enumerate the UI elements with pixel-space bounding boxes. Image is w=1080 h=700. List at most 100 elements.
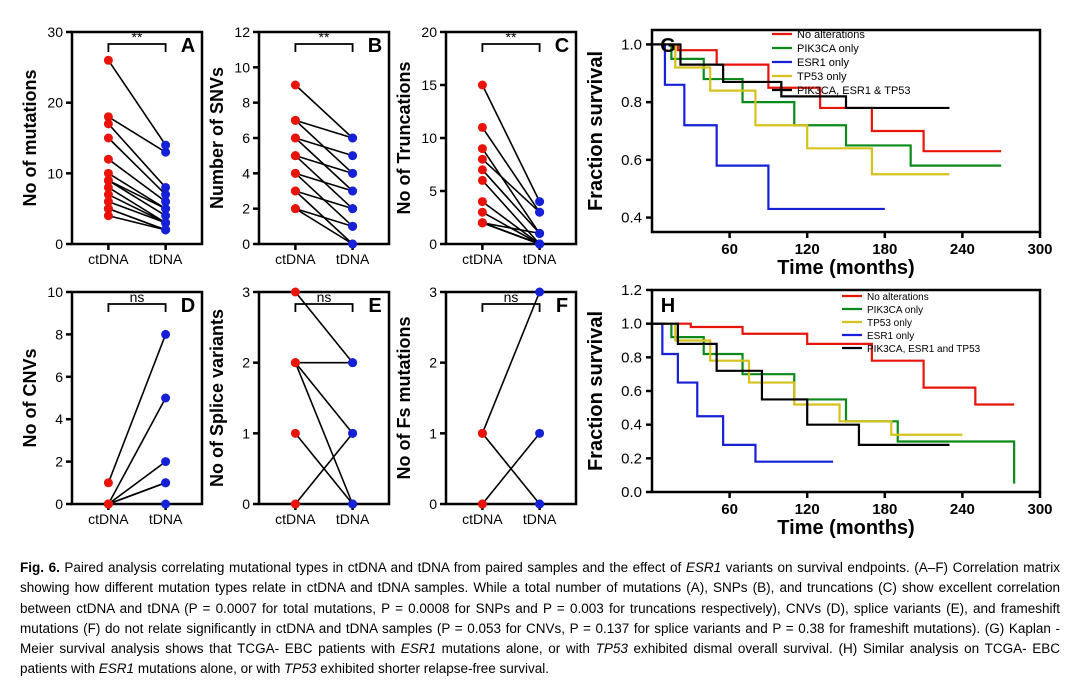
caption-t4: mutations alone, or with	[134, 661, 284, 676]
panel-A: 0102030ctDNAtDNA**No of mutationsA	[20, 20, 207, 280]
svg-text:2: 2	[242, 201, 250, 217]
caption-t2: mutations alone, or with	[436, 641, 596, 656]
svg-text:No alterations: No alterations	[797, 29, 865, 41]
svg-text:0.2: 0.2	[621, 450, 642, 467]
svg-text:0: 0	[242, 496, 250, 512]
svg-text:tDNA: tDNA	[523, 251, 557, 267]
svg-text:tDNA: tDNA	[336, 511, 370, 527]
svg-text:0.4: 0.4	[621, 210, 642, 227]
svg-text:Number of SNVs: Number of SNVs	[207, 67, 227, 209]
svg-text:**: **	[132, 29, 143, 45]
caption-t5: exhibited shorter relapse-free survival.	[316, 661, 549, 676]
svg-text:0: 0	[430, 496, 438, 512]
svg-text:PIK3CA, ESR1 and TP53: PIK3CA, ESR1 and TP53	[867, 344, 981, 355]
svg-text:240: 240	[949, 501, 974, 518]
svg-text:1.2: 1.2	[621, 282, 642, 299]
svg-text:60: 60	[721, 501, 738, 518]
svg-text:ns: ns	[130, 289, 145, 305]
caption-i4: TP53	[284, 661, 316, 676]
svg-text:F: F	[556, 295, 568, 317]
svg-text:1: 1	[242, 425, 250, 441]
svg-text:C: C	[555, 35, 569, 57]
svg-text:TP53 only: TP53 only	[867, 318, 912, 329]
svg-text:No of CNVs: No of CNVs	[20, 349, 40, 448]
svg-text:3: 3	[430, 284, 438, 300]
svg-text:Time (months): Time (months)	[777, 517, 914, 539]
svg-text:20: 20	[422, 24, 438, 40]
svg-text:ESR1 only: ESR1 only	[867, 331, 914, 342]
svg-text:3: 3	[242, 284, 250, 300]
svg-text:No of mutations: No of mutations	[20, 70, 40, 207]
panel-D: 0246810ctDNAtDNAnsNo of CNVsD	[20, 280, 207, 540]
svg-text:6: 6	[55, 369, 63, 385]
svg-text:2: 2	[242, 355, 250, 371]
svg-text:PIK3CA, ESR1 & TP53: PIK3CA, ESR1 & TP53	[797, 85, 911, 97]
svg-text:180: 180	[872, 501, 897, 518]
svg-text:A: A	[181, 35, 195, 57]
svg-text:ctDNA: ctDNA	[88, 511, 129, 527]
svg-text:ctDNA: ctDNA	[463, 251, 504, 267]
svg-text:60: 60	[721, 241, 738, 258]
svg-text:4: 4	[55, 411, 63, 427]
svg-text:ctDNA: ctDNA	[463, 511, 504, 527]
panel-B: 024681012ctDNAtDNA**Number of SNVsB	[207, 20, 394, 280]
svg-text:1.0: 1.0	[621, 316, 642, 333]
svg-text:No of Fs mutations: No of Fs mutations	[394, 317, 414, 480]
figure-grid: 0102030ctDNAtDNA**No of mutationsA 02468…	[20, 20, 1060, 540]
svg-text:10: 10	[235, 59, 251, 75]
svg-text:2: 2	[430, 355, 438, 371]
svg-text:5: 5	[430, 183, 438, 199]
svg-text:0.0: 0.0	[621, 484, 642, 501]
svg-text:ctDNA: ctDNA	[275, 511, 316, 527]
figure-caption: Fig. 6. Paired analysis correlating muta…	[20, 558, 1060, 680]
svg-text:tDNA: tDNA	[149, 511, 183, 527]
svg-text:ns: ns	[317, 289, 332, 305]
svg-text:12: 12	[235, 24, 251, 40]
svg-text:**: **	[506, 29, 517, 45]
caption-i1: ESR1	[401, 641, 436, 656]
svg-text:B: B	[368, 35, 382, 57]
panel-E: 0 1 2 3 ctDNA tDNA ns No of Splice variants E	[207, 280, 394, 540]
caption-i0: ESR1	[686, 560, 721, 575]
svg-text:10: 10	[47, 165, 63, 181]
svg-text:tDNA: tDNA	[149, 251, 183, 267]
caption-lead: Fig. 6.	[20, 560, 60, 575]
svg-text:Fraction survival: Fraction survival	[585, 51, 607, 211]
svg-text:120: 120	[794, 241, 819, 258]
svg-text:4: 4	[242, 165, 250, 181]
svg-text:0: 0	[55, 236, 63, 252]
svg-text:E: E	[369, 295, 382, 317]
svg-text:TP53 only: TP53 only	[797, 71, 847, 83]
svg-text:ctDNA: ctDNA	[275, 251, 316, 267]
svg-text:ESR1 only: ESR1 only	[797, 57, 849, 69]
svg-text:tDNA: tDNA	[523, 511, 557, 527]
svg-text:30: 30	[47, 24, 63, 40]
svg-text:No alterations: No alterations	[867, 292, 929, 303]
svg-text:0.4: 0.4	[621, 417, 642, 434]
svg-text:No of Splice variants: No of Splice variants	[207, 309, 227, 487]
svg-text:D: D	[181, 295, 195, 317]
svg-text:0.6: 0.6	[621, 152, 642, 169]
svg-text:0.6: 0.6	[621, 383, 642, 400]
panel-F: 0 1 2 3 ctDNA tDNA ns No of Fs mutations F	[394, 280, 581, 540]
svg-text:ns: ns	[504, 289, 519, 305]
svg-text:10: 10	[422, 130, 438, 146]
svg-text:240: 240	[949, 241, 974, 258]
svg-text:1.0: 1.0	[621, 36, 642, 53]
caption-t0: Paired analysis correlating mutational t…	[64, 560, 685, 575]
svg-text:8: 8	[55, 326, 63, 342]
svg-text:300: 300	[1027, 501, 1052, 518]
svg-text:G: G	[660, 35, 676, 57]
svg-text:tDNA: tDNA	[336, 251, 370, 267]
svg-text:6: 6	[242, 130, 250, 146]
svg-text:15: 15	[422, 77, 438, 93]
svg-text:0: 0	[430, 236, 438, 252]
svg-text:**: **	[319, 29, 330, 45]
svg-text:H: H	[660, 295, 674, 317]
svg-text:0: 0	[55, 496, 63, 512]
svg-text:20: 20	[47, 95, 63, 111]
panel-C: 0 5 10 15 20 ctDNA tDNA ** No of Truncations C	[394, 20, 581, 280]
svg-text:180: 180	[872, 241, 897, 258]
svg-text:No of Truncations: No of Truncations	[394, 62, 414, 215]
svg-text:1: 1	[430, 425, 438, 441]
